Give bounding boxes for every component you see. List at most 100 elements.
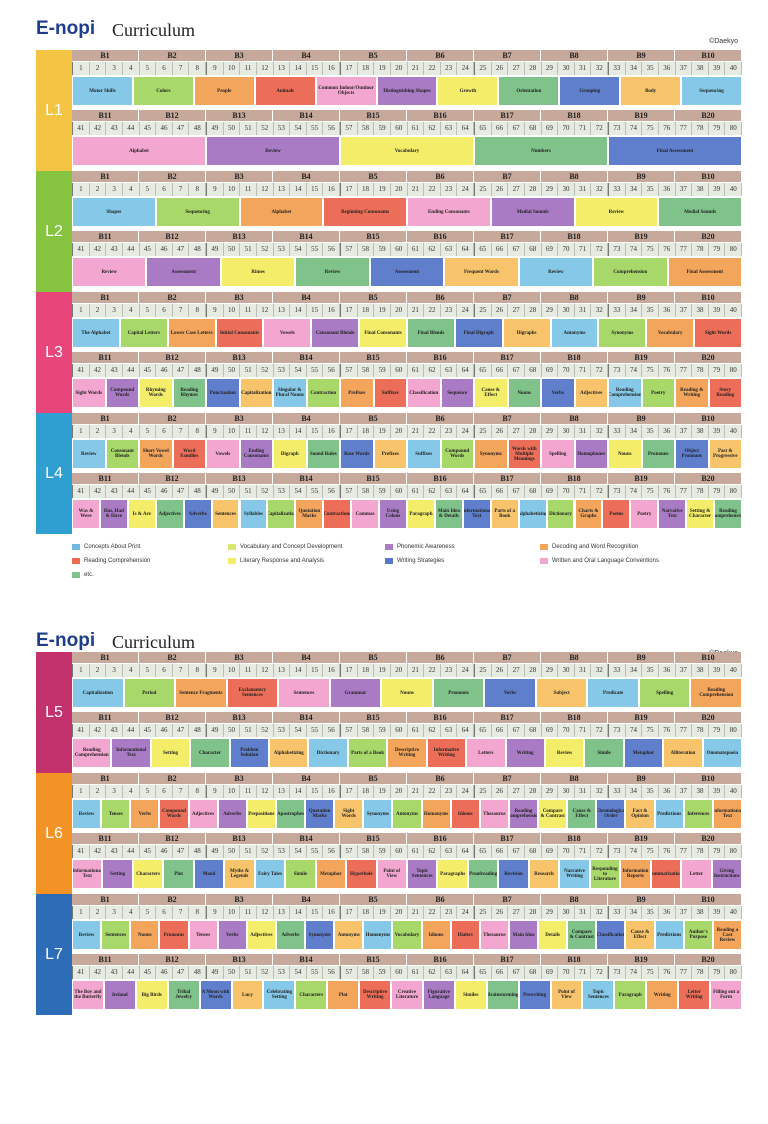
unit-number: 67 (508, 845, 525, 858)
unit-number: 70 (558, 724, 575, 737)
book-header-row: B11 B12 B13 B14 B15 B16 B17 B18 B19 B20 (72, 712, 742, 723)
unit-number: 17 (340, 664, 358, 677)
unit-number: 70 (558, 243, 575, 256)
book-label: B4 (273, 773, 340, 784)
topic-band: Quotation Marks (305, 799, 335, 829)
unit-number: 25 (474, 304, 492, 317)
unit-number: 2 (89, 62, 107, 75)
unit-number: 64 (457, 243, 474, 256)
unit-number: 73 (608, 966, 626, 979)
unit-number: 15 (306, 906, 324, 919)
book-label: B17 (474, 473, 541, 484)
unit-number: 50 (223, 485, 241, 498)
book-label: B8 (541, 292, 608, 303)
topic-band: Alphabet (239, 197, 324, 227)
unit-number: 16 (323, 62, 340, 75)
unit-number: 59 (374, 485, 391, 498)
unit-number: 73 (608, 364, 626, 377)
unit-number: 14 (290, 906, 307, 919)
unit-number: 10 (223, 304, 241, 317)
unit-number: 36 (658, 906, 676, 919)
unit-number: 76 (658, 122, 676, 135)
legend-swatch (540, 558, 548, 564)
unit-number: 72 (591, 122, 608, 135)
unit-number: 44 (122, 485, 140, 498)
unit-number: 58 (357, 122, 375, 135)
unit-number: 50 (223, 845, 241, 858)
topic-band: Capitalization (72, 678, 124, 708)
topic-band: Synonyms (305, 920, 335, 950)
unit-number: 80 (725, 724, 742, 737)
topic-band: Poetry (630, 499, 659, 529)
topic-band: Adjectives (188, 799, 218, 829)
unit-number: 60 (390, 845, 408, 858)
unit-number: 65 (474, 966, 492, 979)
unit-number: 43 (106, 845, 123, 858)
unit-number: 66 (491, 485, 509, 498)
legend-item: Vocabulary and Concept Development (228, 544, 342, 550)
unit-number: 45 (139, 966, 157, 979)
unit-number: 39 (708, 425, 726, 438)
unit-number: 47 (172, 724, 190, 737)
unit-number-row: 1 2 3 4 5 6 7 8 9 10 11 12 13 14 15 16 17 18 19 20 21 22 23 24 2… (72, 183, 742, 196)
unit-number: 61 (407, 122, 425, 135)
book-label: B18 (541, 473, 608, 484)
unit-number: 66 (491, 845, 509, 858)
topic-band: Verbs (130, 799, 160, 829)
unit-number: 53 (273, 845, 291, 858)
unit-number: 37 (675, 304, 693, 317)
unit-number: 29 (541, 664, 559, 677)
unit-number: 42 (89, 966, 107, 979)
unit-number: 2 (89, 183, 107, 196)
book-label: B13 (206, 110, 273, 121)
unit-number: 67 (508, 122, 525, 135)
unit-number: 42 (89, 724, 107, 737)
unit-number: 38 (692, 304, 709, 317)
legend-label: Reading Comprehension (84, 558, 151, 564)
unit-number: 3 (106, 183, 123, 196)
topic-band: Review (72, 799, 102, 829)
book-label: B17 (474, 110, 541, 121)
topic-band: Writing (505, 738, 545, 768)
topic-band: Predicate (587, 678, 639, 708)
topic-band: People (193, 76, 255, 106)
book-label: B16 (407, 954, 474, 965)
topic-band: Vocabulary (392, 920, 422, 950)
topic-band: Descriptive Writing (387, 738, 427, 768)
unit-number: 48 (189, 724, 206, 737)
topic-band: Was & Were (72, 499, 100, 529)
legend-swatch (72, 544, 80, 550)
legend-label: Vocabulary and Concept Development (240, 544, 343, 550)
topic-band: Sentence Fragments (175, 678, 227, 708)
book-label: B3 (206, 652, 273, 663)
unit-number: 24 (457, 183, 474, 196)
topic-band: Capitalization (267, 499, 296, 529)
unit-number: 48 (189, 966, 206, 979)
unit-number: 72 (591, 243, 608, 256)
topic-band: Creative Literature (391, 980, 423, 1010)
unit-number: 61 (407, 845, 425, 858)
page-top: E-nopi Curriculum ©Daekyo L1 B1 B2 B3 B4 B5 B6 B7 B… (0, 0, 768, 534)
unit-number: 32 (591, 304, 608, 317)
unit-number: 29 (541, 425, 559, 438)
book-label: B1 (72, 292, 139, 303)
topic-band: Capital Letters (119, 318, 168, 348)
unit-number: 38 (692, 785, 709, 798)
unit-number: 45 (139, 724, 157, 737)
book-label: B1 (72, 171, 139, 182)
book-label: B20 (675, 954, 742, 965)
book-label: B11 (72, 954, 139, 965)
unit-number: 42 (89, 845, 107, 858)
book-label: B18 (541, 352, 608, 363)
topic-band: Descriptive Writing (359, 980, 392, 1010)
topic-band: Numbers (474, 136, 608, 166)
legend-swatch (228, 558, 236, 564)
unit-number: 66 (491, 724, 509, 737)
unit-number: 4 (122, 906, 140, 919)
unit-number: 31 (574, 425, 592, 438)
unit-number: 52 (256, 243, 274, 256)
book-label: B4 (273, 894, 340, 905)
curriculum-title: Curriculum (112, 20, 195, 40)
unit-number: 49 (206, 122, 224, 135)
unit-number: 75 (642, 845, 659, 858)
